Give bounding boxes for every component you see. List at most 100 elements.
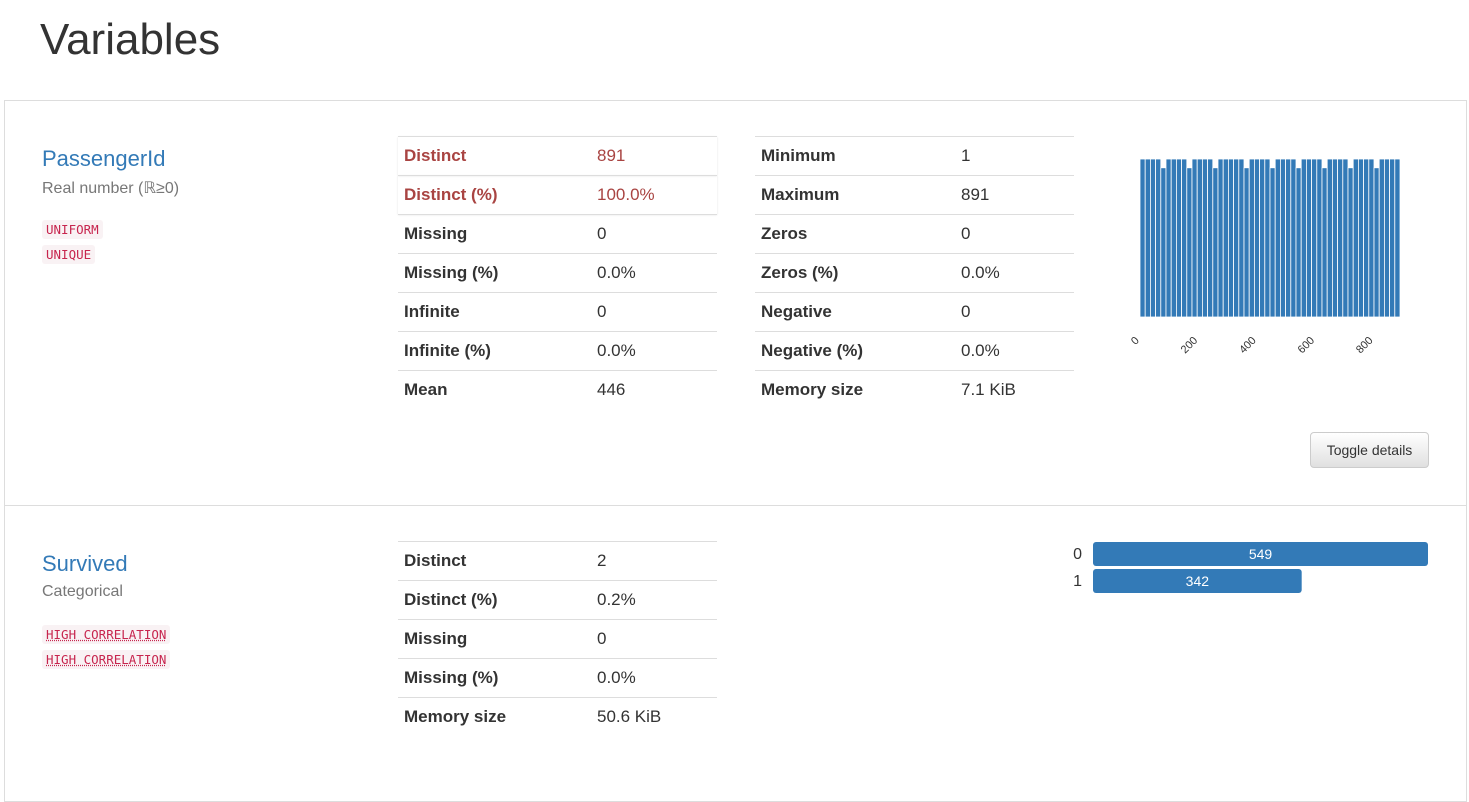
- stat-label: Missing (%): [404, 668, 499, 687]
- stat-value: 0.0%: [961, 341, 1000, 360]
- histogram-bar: [1196, 158, 1203, 318]
- histogram-bar: [1363, 158, 1370, 318]
- histogram-bar: [1368, 158, 1375, 318]
- histogram-bar: [1352, 158, 1359, 318]
- histogram-bar: [1155, 158, 1162, 318]
- stat-label: Memory size: [761, 380, 864, 399]
- histogram-bar: [1170, 158, 1177, 318]
- table-row: Negative 0: [755, 292, 1074, 331]
- histogram-bar: [1238, 158, 1245, 318]
- histogram-bar: [1212, 167, 1219, 318]
- bar-chart: 0 549 1 342: [1073, 542, 1428, 593]
- table-row: Memory size 7.1 KiB: [755, 370, 1074, 409]
- stat-value: 446: [597, 380, 626, 399]
- category-label: 0: [1073, 546, 1082, 563]
- stat-label: Missing: [404, 629, 468, 648]
- table-row: Missing (%) 0.0%: [398, 658, 717, 697]
- stat-value: 0: [961, 302, 971, 321]
- stat-label: Negative (%): [761, 341, 864, 360]
- histogram-bar: [1342, 158, 1349, 318]
- histogram-bar: [1279, 158, 1286, 318]
- stat-value: 1: [961, 146, 971, 165]
- histogram-bar: [1337, 158, 1344, 318]
- histogram-bar: [1207, 158, 1214, 318]
- stat-label: Missing (%): [404, 263, 499, 282]
- histogram-bar: [1248, 158, 1255, 318]
- stat-label: Minimum: [761, 146, 836, 165]
- histogram-bar: [1316, 158, 1323, 318]
- table-row: Negative (%) 0.0%: [755, 331, 1074, 370]
- stat-value: 0.2%: [597, 590, 636, 609]
- table-row: Distinct 891: [398, 136, 717, 175]
- table-row: Infinite (%) 0.0%: [398, 331, 717, 370]
- table-row: Distinct (%) 100.0%: [398, 175, 717, 214]
- stat-value: 0: [597, 302, 607, 321]
- histogram-bar: [1186, 167, 1193, 318]
- histogram-bar: [1300, 158, 1307, 318]
- x-tick-label: 800: [1354, 335, 1375, 356]
- stat-label: Distinct (%): [404, 590, 498, 609]
- tag: UNIQUE: [42, 245, 96, 264]
- stat-label: Mean: [404, 380, 448, 399]
- variable-name: Survived: [42, 551, 128, 576]
- variable-name: PassengerId: [42, 146, 166, 171]
- stat-value: 0.0%: [961, 263, 1000, 282]
- histogram-bar: [1394, 158, 1401, 318]
- histogram-bar: [1150, 158, 1157, 318]
- histogram-bar: [1347, 167, 1354, 318]
- histogram-bar: [1264, 158, 1271, 318]
- table-row: Zeros 0: [755, 214, 1074, 253]
- histogram-bar: [1357, 158, 1364, 318]
- stat-label: Infinite: [404, 302, 460, 321]
- stat-label: Zeros: [761, 224, 808, 243]
- x-tick-label: 600: [1296, 335, 1317, 356]
- stat-value: 0.0%: [597, 263, 636, 282]
- variable-type: Real number (ℝ≥0): [42, 180, 180, 197]
- histogram: 0 200 400 600 800: [1129, 158, 1401, 356]
- value-label: 549: [1249, 546, 1273, 562]
- histogram-bar: [1176, 158, 1183, 318]
- stat-value: 0.0%: [597, 341, 636, 360]
- histogram-bar: [1295, 167, 1302, 318]
- histogram-bar: [1202, 158, 1209, 318]
- x-tick-label: 0: [1129, 335, 1142, 348]
- histogram-bar: [1160, 167, 1167, 318]
- histogram-bar: [1311, 158, 1318, 318]
- table-row: Missing (%) 0.0%: [398, 253, 717, 292]
- histogram-bar: [1321, 167, 1328, 318]
- histogram-bar: [1181, 158, 1188, 318]
- page: Variables PassengerId Real number (ℝ≥0) UN…: [4, 15, 1467, 802]
- histogram-bar: [1290, 158, 1297, 318]
- histogram-bar: [1139, 158, 1146, 318]
- toggle-button[interactable]: Toggle details: [1310, 432, 1429, 468]
- histogram-bar: [1389, 158, 1396, 318]
- bar: [1093, 569, 1302, 593]
- tag: HIGH CORRELATION: [42, 625, 171, 644]
- histogram-bar: [1269, 167, 1276, 318]
- stat-label: Zeros (%): [761, 263, 839, 282]
- stat-value: 7.1 KiB: [961, 380, 1016, 399]
- histogram-bar: [1233, 158, 1240, 318]
- stat-label: Maximum: [761, 185, 840, 204]
- histogram-bar: [1165, 158, 1172, 318]
- histogram-bar: [1274, 158, 1281, 318]
- histogram-bar: [1326, 158, 1333, 318]
- value-label: 342: [1186, 573, 1210, 589]
- stat-value: 50.6 KiB: [597, 707, 662, 726]
- x-tick-label: 400: [1237, 335, 1258, 356]
- histogram-bar: [1144, 158, 1151, 318]
- page-title: Variables: [40, 15, 221, 64]
- histogram-bar: [1331, 158, 1338, 318]
- stat-value: 891: [961, 185, 990, 204]
- histogram-bar: [1285, 158, 1292, 318]
- tag: HIGH CORRELATION: [42, 650, 171, 669]
- histogram-bar: [1217, 158, 1224, 318]
- bar: [1093, 542, 1428, 566]
- histogram-bar: [1222, 158, 1229, 318]
- stat-value: 0: [597, 224, 607, 243]
- stat-value: 891: [597, 146, 626, 165]
- stat-value: 0: [597, 629, 607, 648]
- table-row: Distinct (%) 0.2%: [398, 580, 717, 619]
- stat-label: Distinct: [404, 146, 467, 165]
- stat-label: Negative: [761, 302, 832, 321]
